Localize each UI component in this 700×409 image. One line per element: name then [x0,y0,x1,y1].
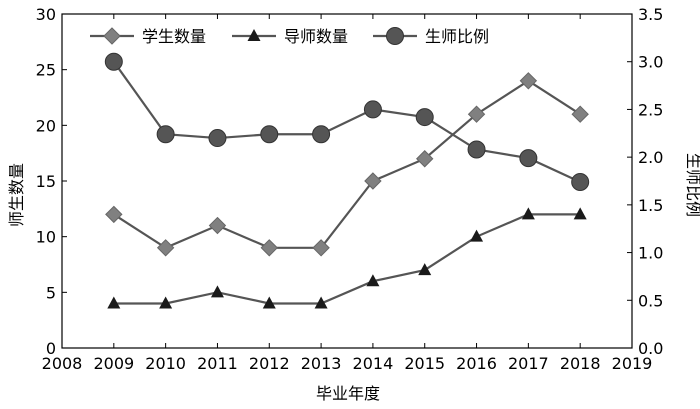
data-point [159,296,173,309]
y2-tick-label: 1.5 [638,196,663,215]
x-axis-label: 毕业年度 [316,384,380,403]
y2-tick-label: 0.5 [638,291,663,310]
x-tick-label: 2009 [93,354,134,373]
data-point [415,108,434,127]
y2-tick-label: 3.5 [638,5,663,24]
legend-label: 学生数量 [142,27,206,46]
data-point [208,216,227,235]
data-point [208,129,227,148]
x-tick-label: 2011 [197,354,238,373]
x-tick-label: 2012 [249,354,290,373]
data-point [262,296,276,309]
data-point [416,150,434,168]
data-point [571,105,589,123]
data-point [104,52,123,71]
y-tick-label: 25 [36,61,56,80]
y2-tick-label: 2.0 [638,148,663,167]
data-point [105,205,123,224]
data-point [366,274,380,287]
y2-tick-label: 3.0 [638,53,663,72]
legend-item: 学生数量 [90,27,206,46]
legend-label: 生师比例 [425,27,489,46]
data-point [467,140,486,159]
y-tick-label: 15 [36,172,56,191]
legend-item: 导师数量 [232,27,348,46]
data-point [210,285,224,298]
y2-axis-label: 生师比例 [684,153,700,217]
data-point [156,125,175,144]
x-tick-label: 2017 [508,354,549,373]
y-tick-label: 20 [36,116,56,135]
y2-tick-label: 2.5 [638,100,663,119]
data-point [314,296,328,309]
series-3 [104,52,590,191]
chart-legend: 学生数量 导师数量 生师比例 [90,27,489,46]
legend-label: 导师数量 [284,27,348,46]
legend-marker [103,27,121,45]
x-tick-label: 2018 [560,354,601,373]
data-point [418,263,432,276]
y-tick-label: 5 [46,283,56,302]
data-point [260,125,279,144]
legend-item: 生师比例 [373,27,489,46]
data-point [470,229,484,242]
x-tick-label: 2015 [404,354,445,373]
data-point [260,239,278,257]
legend-marker [247,29,261,41]
x-tick-label: 2016 [456,354,497,373]
y2-tick-label: 0.0 [638,339,663,358]
data-point [521,207,535,220]
series-2 [107,207,587,309]
series-1 [105,72,589,257]
y2-tick-label: 1.0 [638,244,663,263]
chart-series [104,52,590,309]
chart-axes: 2008 2009 2010 2011 2012 2013 2014 2015 2016 2017… [36,5,664,373]
data-point [363,100,382,119]
y-tick-label: 30 [36,5,56,24]
y-tick-label: 10 [36,228,56,247]
x-tick-label: 2019 [612,354,653,373]
x-tick-label: 2008 [42,354,83,373]
x-tick-label: 2013 [301,354,342,373]
data-point [312,239,330,257]
data-point [519,149,538,168]
x-tick-label: 2014 [353,354,394,373]
series-line [112,61,581,183]
data-point [107,296,121,309]
x-tick-label: 2010 [145,354,186,373]
y-tick-label: 0 [46,339,56,358]
data-point [519,72,538,90]
data-point [364,172,382,190]
data-point [467,105,486,123]
series-line [113,213,581,305]
data-point [573,207,587,220]
legend-marker [386,27,404,45]
plot-frame [61,13,633,349]
data-point [312,125,331,144]
y-axis-label: 师生数量 [7,163,26,227]
data-point [156,239,175,257]
data-point [571,172,590,191]
series-line [113,79,581,250]
